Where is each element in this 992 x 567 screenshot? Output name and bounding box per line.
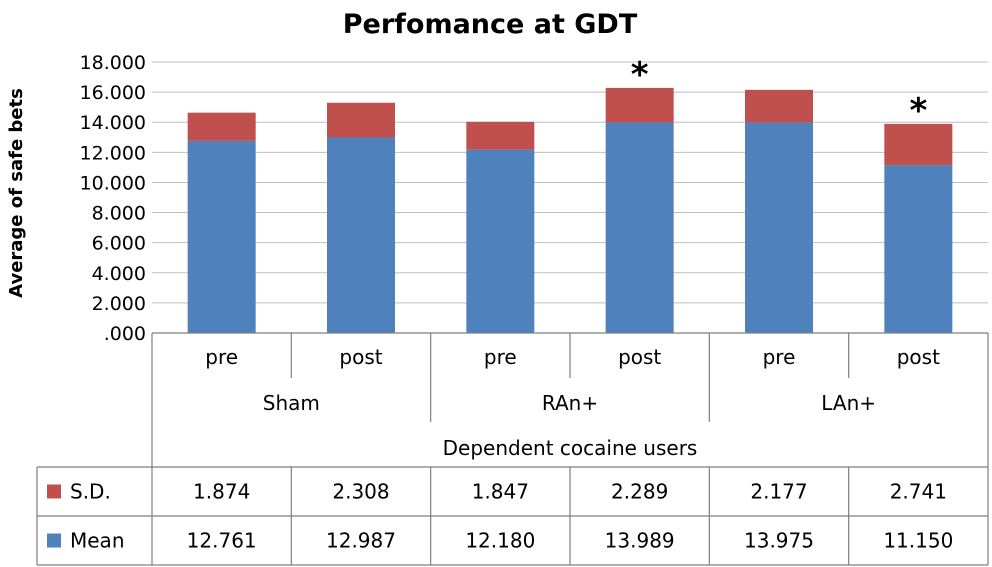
data-cell: 2.308 [332,480,389,504]
group-label: RAn+ [542,391,598,415]
group-label: Sham [263,391,320,415]
y-axis-label: Average of safe bets [6,88,27,298]
y-tick-label: 18.000 [80,52,146,74]
data-cell: 12.761 [187,529,257,553]
y-tick-label: 10.000 [80,172,146,194]
y-tick-label: 6.000 [92,233,146,255]
chart-title: Perfomance at GDT [343,9,638,40]
category-label: post [339,345,382,369]
bar-mean [327,137,395,333]
category-table: pre post pre post pre post Sham RAn+ LAn+ [151,332,989,467]
group-label: LAn+ [821,391,876,415]
bar-mean [605,122,674,333]
x-axis-label: Dependent cocaine users [443,436,698,460]
y-tick-label: 16.000 [80,82,146,104]
legend-swatch [47,533,61,548]
category-label: post [897,345,940,369]
y-tick-label: 2.000 [92,293,146,315]
data-cell: 1.874 [193,480,250,504]
category-label: pre [484,345,517,369]
category-label: pre [205,345,238,369]
bars [187,87,953,334]
data-cell: 13.989 [605,529,675,553]
y-tick-label: 12.000 [80,142,146,164]
category-label: post [618,345,661,369]
data-table: S.D. 1.874 2.308 1.847 2.289 2.177 2.741 Mean 12… [36,466,989,566]
data-cell: 2.289 [611,480,668,504]
data-cell: 12.180 [465,529,535,553]
y-tick-label: 8.000 [92,203,146,225]
legend-label: S.D. [70,480,111,504]
bar-sd [466,121,535,150]
bar-sd [187,112,256,141]
y-tick-label: 14.000 [80,112,146,134]
data-cell: 2.741 [890,480,947,504]
bar-mean [745,122,813,334]
bar-sd [605,87,674,123]
data-cell: 1.847 [472,480,529,504]
bar-sd [745,89,813,123]
data-cell: 2.177 [750,480,807,504]
data-cell: 13.975 [744,529,814,553]
bar-sd [884,123,953,166]
significance-markers: ** [631,55,928,131]
y-tick-label: .000 [104,323,146,345]
bar-sd [327,102,395,138]
y-tick-label: 4.000 [92,263,146,285]
significance-star: * [631,55,649,95]
data-cell: 12.987 [326,529,396,553]
bar-mean [187,140,256,333]
bar-mean [466,149,535,333]
data-cell: 11.150 [883,529,953,553]
legend-swatch [47,484,61,499]
gridlines [152,61,988,334]
bar-mean [884,165,953,333]
significance-star: * [909,91,927,131]
category-label: pre [763,345,796,369]
legend-label: Mean [70,529,125,553]
y-axis-ticks: .000 2.000 4.000 6.000 8.000 10.000 12.000 14.0… [80,52,146,345]
